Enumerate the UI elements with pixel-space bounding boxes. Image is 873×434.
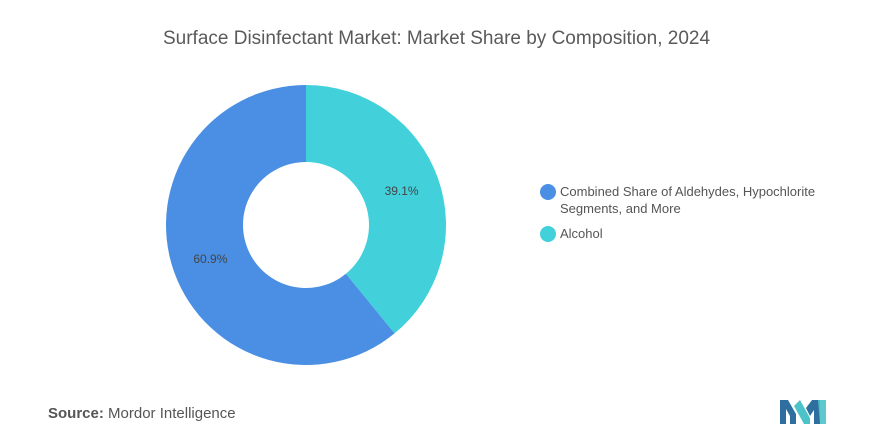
donut-slice-0[interactable] bbox=[306, 85, 446, 334]
legend-label-alcohol: Alcohol bbox=[560, 226, 603, 241]
legend-item-combined[interactable]: Combined Share of Aldehydes, Hypochlorit… bbox=[540, 183, 860, 217]
slice-value-label-0: 39.1% bbox=[385, 184, 419, 198]
mordor-intelligence-logo-icon bbox=[780, 400, 826, 424]
source-text: Mordor Intelligence bbox=[108, 405, 236, 422]
legend-item-alcohol[interactable]: Alcohol bbox=[540, 225, 860, 242]
legend: Combined Share of Aldehydes, Hypochlorit… bbox=[540, 183, 860, 250]
legend-swatch-combined bbox=[540, 184, 556, 200]
legend-swatch-alcohol bbox=[540, 226, 556, 242]
donut-slice-1[interactable] bbox=[165, 85, 395, 366]
slice-value-label-1: 60.9% bbox=[193, 252, 227, 266]
source-note: Source: Mordor Intelligence bbox=[48, 405, 236, 422]
source-prefix: Source: bbox=[48, 405, 104, 422]
legend-label-combined: Combined Share of Aldehydes, Hypochlorit… bbox=[560, 184, 816, 216]
chart-title: Surface Disinfectant Market: Market Shar… bbox=[162, 28, 711, 49]
